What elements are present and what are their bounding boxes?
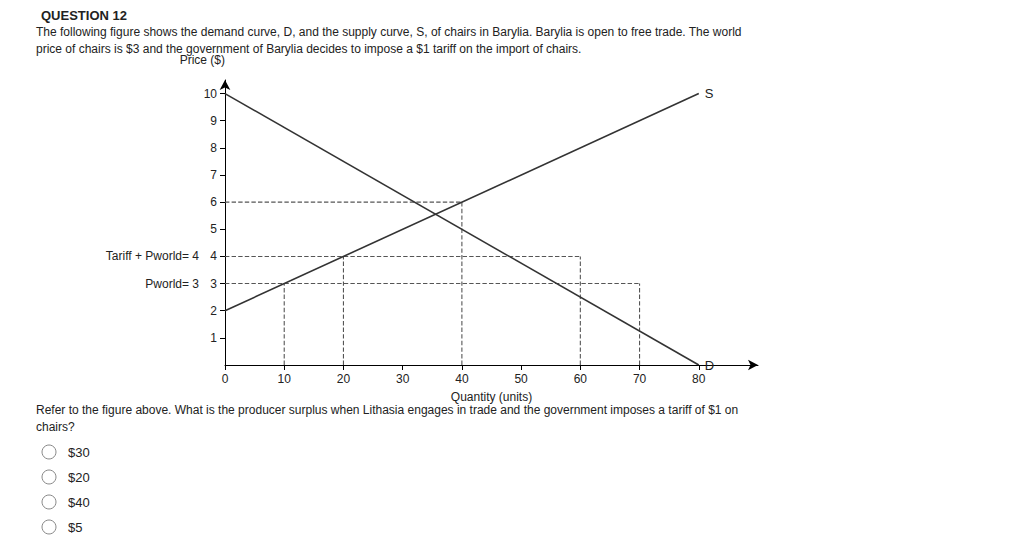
svg-text:20: 20 <box>337 372 351 386</box>
svg-text:$20: $20 <box>68 470 90 485</box>
svg-text:$5: $5 <box>68 520 82 535</box>
svg-text:40: 40 <box>455 372 469 386</box>
svg-text:chairs?: chairs? <box>36 420 75 434</box>
svg-text:Refer to the figure above. Wha: Refer to the figure above. What is the p… <box>36 403 738 417</box>
svg-text:$40: $40 <box>68 495 90 510</box>
svg-text:60: 60 <box>574 372 588 386</box>
svg-text:price of chairs is $3 and the: price of chairs is $3 and the government… <box>36 42 581 56</box>
svg-text:1: 1 <box>210 331 217 345</box>
svg-text:2: 2 <box>210 304 217 318</box>
svg-text:Pworld= 3: Pworld= 3 <box>145 277 199 291</box>
svg-text:0: 0 <box>222 372 229 386</box>
svg-text:30: 30 <box>396 372 410 386</box>
svg-text:5: 5 <box>210 222 217 236</box>
svg-text:QUESTION 12: QUESTION 12 <box>41 8 127 23</box>
svg-text:D: D <box>705 358 714 373</box>
svg-text:4: 4 <box>210 249 217 263</box>
svg-text:$30: $30 <box>68 445 90 460</box>
svg-text:10: 10 <box>204 87 218 101</box>
svg-text:8: 8 <box>210 141 217 155</box>
svg-text:70: 70 <box>633 372 647 386</box>
svg-text:10: 10 <box>278 372 292 386</box>
svg-text:S: S <box>705 86 714 101</box>
svg-text:Price ($): Price ($) <box>180 53 225 67</box>
svg-text:The following figure shows the: The following figure shows the demand cu… <box>36 25 741 39</box>
svg-text:Tariff + Pworld= 4: Tariff + Pworld= 4 <box>106 249 199 263</box>
svg-text:7: 7 <box>210 168 217 182</box>
svg-text:9: 9 <box>210 114 217 128</box>
svg-text:3: 3 <box>210 277 217 291</box>
svg-text:80: 80 <box>692 372 706 386</box>
svg-text:Quantity (units): Quantity (units) <box>451 390 532 404</box>
svg-text:6: 6 <box>210 195 217 209</box>
svg-text:50: 50 <box>514 372 528 386</box>
